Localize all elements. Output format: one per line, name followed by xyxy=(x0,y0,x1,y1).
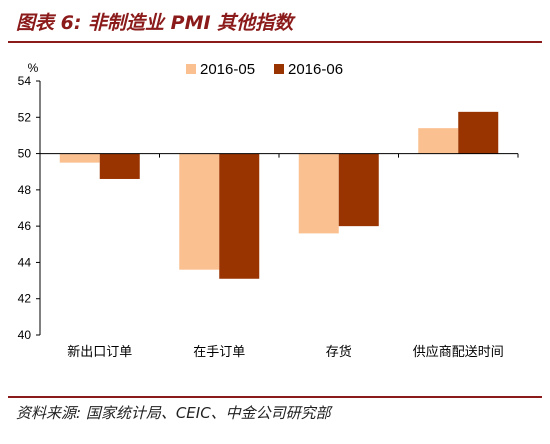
category-label: 新出口订单 xyxy=(67,344,132,359)
bar-2016-06 xyxy=(219,153,260,279)
bar-2016-05 xyxy=(179,153,220,270)
y-tick-label: 40 xyxy=(18,328,32,342)
y-axis-unit: % xyxy=(28,61,39,75)
y-tick-label: 54 xyxy=(18,74,32,88)
legend-label: 2016-05 xyxy=(200,61,255,78)
bar-2016-06 xyxy=(338,153,379,227)
y-tick-label: 44 xyxy=(18,255,32,269)
y-tick-label: 46 xyxy=(18,219,32,233)
bar-chart: 40 42 44 46 48 50 52 54% 新出口订单 在手订单 存货 供应商配送时间 2016-… xyxy=(18,61,519,359)
category-label: 在手订单 xyxy=(193,344,245,359)
category-label: 存货 xyxy=(326,344,352,359)
y-tick-label: 42 xyxy=(18,292,32,306)
title-rule xyxy=(8,41,542,43)
legend-swatch xyxy=(186,64,196,74)
category-label: 供应商配送时间 xyxy=(413,344,504,359)
source-rule xyxy=(8,396,542,398)
y-tick-label: 50 xyxy=(18,147,32,161)
figure-source: 资料来源: 国家统计局、CEIC、中金公司研究部 xyxy=(16,404,331,422)
legend-label: 2016-06 xyxy=(288,61,343,78)
figure-title: 图表 6: 非制造业 PMI 其他指数 xyxy=(16,12,294,34)
bar-2016-06 xyxy=(99,153,140,179)
bar-2016-05 xyxy=(298,153,339,234)
bar-2016-06 xyxy=(458,111,499,154)
y-tick-label: 48 xyxy=(18,183,32,197)
bar-2016-05 xyxy=(59,153,100,163)
legend-swatch xyxy=(274,64,284,74)
y-tick-label: 52 xyxy=(18,110,32,124)
bar-2016-05 xyxy=(418,128,459,154)
